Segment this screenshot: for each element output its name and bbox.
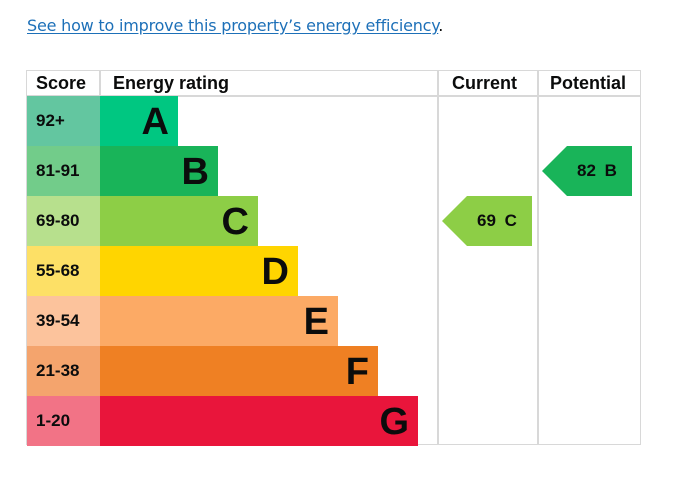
- band-bar: G: [100, 396, 418, 446]
- band-score: 55-68: [27, 246, 100, 296]
- potential-rating-label: 82 B: [577, 161, 617, 180]
- header-divider: [27, 95, 640, 97]
- band-score: 92+: [27, 96, 100, 146]
- energy-rating-header: Energy rating: [113, 73, 230, 93]
- current-header: Current: [452, 73, 518, 93]
- band-score: 21-38: [27, 346, 100, 396]
- arrow-shape-icon: [442, 196, 532, 246]
- band-bar: E: [100, 296, 338, 346]
- arrow-shape-icon: [542, 146, 632, 196]
- band-bar: A: [100, 96, 178, 146]
- band-bar: C: [100, 196, 258, 246]
- band-score: 1-20: [27, 396, 100, 446]
- potential-column-divider: [537, 71, 539, 444]
- current-rating-label: 69 C: [477, 211, 517, 230]
- intro-period: .: [438, 16, 444, 35]
- band-score: 69-80: [27, 196, 100, 246]
- current-column-divider: [437, 71, 439, 444]
- current-rating-arrow: 69 C: [442, 196, 532, 246]
- score-column-divider: [99, 71, 101, 96]
- epc-chart: Score Energy rating Current Potential 92…: [26, 70, 641, 446]
- band-score: 81-91: [27, 146, 100, 196]
- band-bar: B: [100, 146, 218, 196]
- band-bar: D: [100, 246, 298, 296]
- score-header: Score: [36, 73, 87, 93]
- intro-text: See how to improve this property’s energ…: [27, 16, 443, 35]
- band-bar: F: [100, 346, 378, 396]
- band-score: 39-54: [27, 296, 100, 346]
- potential-rating-arrow: 82 B: [542, 146, 632, 196]
- improve-efficiency-link[interactable]: See how to improve this property’s energ…: [27, 16, 439, 35]
- potential-header: Potential: [550, 73, 627, 93]
